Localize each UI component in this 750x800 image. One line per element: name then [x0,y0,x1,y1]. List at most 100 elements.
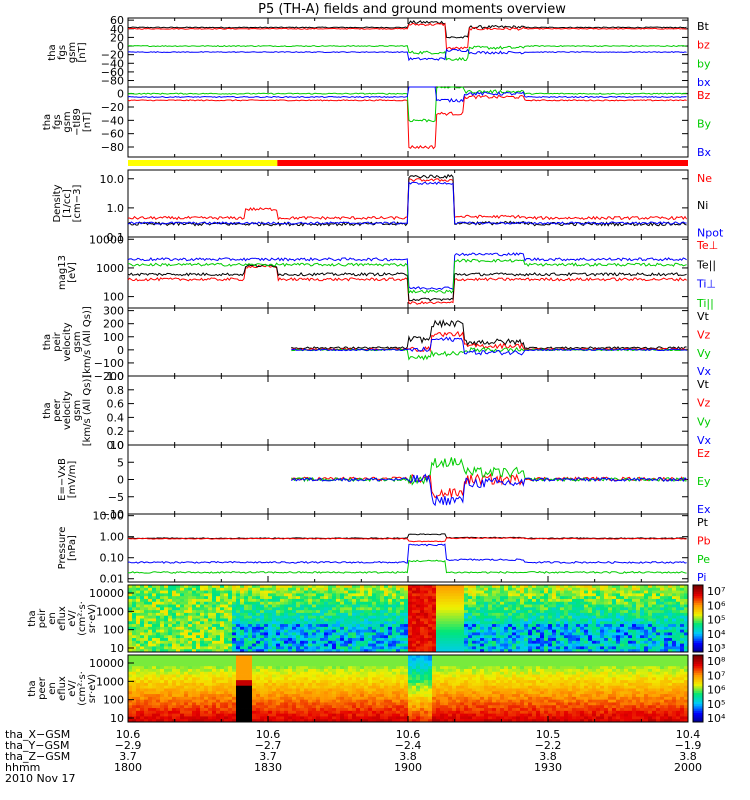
spectrogram-cell [232,682,237,687]
spectrogram-cell [400,615,405,619]
spectrogram-cell [420,596,425,600]
spectrogram-cell [148,682,153,687]
spectrogram-cell [156,660,161,664]
spectrogram-cell [288,677,293,681]
spectrogram-cell [316,685,321,689]
spectrogram-cell [448,640,453,645]
spectrogram-cell [252,585,257,589]
spectrogram-cell [216,615,221,619]
spectrogram-cell [172,587,177,591]
spectrogram-cell [380,646,385,650]
spectrogram-cell [676,615,681,619]
spectrogram-cell [336,632,341,636]
spectrogram-cell [304,643,309,647]
spectrogram-cell [500,612,505,617]
spectrogram-cell [196,629,201,633]
spectrogram-cell [432,607,437,611]
spectrogram-cell [156,638,161,642]
spectrogram-cell [324,610,329,614]
spectrogram-cell [156,663,161,667]
spectrogram-cell [224,596,229,600]
spectrogram-cell [524,596,529,600]
spectrogram-cell [476,587,481,591]
spectrogram-cell [604,615,609,619]
spectrogram-cell [424,624,429,628]
spectrogram-cell [420,604,425,608]
spectrogram-cell [204,604,209,608]
spectrogram-cell [340,649,345,653]
y-tick-label: −5 [108,491,124,504]
spectrogram-cell [476,585,481,589]
spectrogram-cell [608,596,613,600]
spectrogram-cell [580,587,585,591]
spectrogram-cell [504,615,509,619]
colorbar-cell [693,647,703,651]
spectrogram-cell [512,618,517,622]
spectrogram-cell [228,671,233,675]
spectrogram-cell [328,593,333,597]
spectrogram-cell [664,621,669,625]
spectrogram-cell [208,708,213,712]
spectrogram-cell [340,629,345,633]
spectrogram-cell [164,660,169,664]
spectrogram-cell [648,598,653,603]
spectrogram-cell [532,621,537,625]
spectrogram-cell [388,615,393,619]
spectrogram-cell [148,696,153,701]
spectrogram-cell [364,646,369,650]
spectrogram-cell [276,638,281,642]
spectrogram-cell [608,615,613,619]
spectrogram-cell [144,607,149,611]
spectrogram-cell [416,646,421,650]
spectrogram-cell [128,671,133,675]
spectrogram-cell [524,598,529,603]
spectrogram-cell [264,626,269,631]
spectrogram-cell [216,638,221,642]
spectrogram-cell [200,607,205,611]
spectrogram-cell [496,632,501,636]
spectrogram-cell [196,590,201,594]
spectrogram-cell [188,719,193,723]
spectrogram-cell [224,719,229,723]
spectrogram-cell [172,660,177,664]
spectrogram-cell [184,699,189,703]
spectrogram-cell [280,694,285,698]
spectrogram-cell [548,590,553,594]
spectrogram-cell [184,632,189,636]
spectrogram-cell [208,677,213,681]
spectrogram-cell [520,618,525,622]
spectrogram-cell [148,615,153,619]
spectrogram-cell [452,646,457,650]
spectrogram-cell [168,713,173,717]
spectrogram-cell [164,604,169,608]
spectrogram-cell [612,587,617,591]
spectrogram-cell [604,638,609,642]
spectrogram-cell [208,649,213,653]
spectrogram-cell [584,587,589,591]
spectrogram-cell [456,646,461,650]
spectrogram-cell [232,655,237,659]
spectrogram-cell [608,632,613,636]
spectrogram-cell [652,610,657,614]
spectrogram-cell [196,694,201,698]
spectrogram-cell [656,629,661,633]
spectrogram-cell [480,640,485,645]
spectrogram-cell [472,596,477,600]
spectrogram-cell [248,632,253,636]
spectrogram-cell [304,655,309,659]
spectrogram-cell [180,643,185,647]
spectrogram-cell [400,607,405,611]
spectrogram-cell [228,601,233,605]
spectrogram-cell [264,649,269,653]
spectrogram-cell [372,646,377,650]
spectrogram-cell [652,598,657,603]
spectrogram-cell [516,593,521,597]
spectrogram-cell [396,640,401,645]
spectrogram-cell [132,601,137,605]
spectrogram-cell [496,585,501,589]
spectrogram-cell [392,587,397,591]
spectrogram-cell [464,601,469,605]
spectrogram-cell [152,607,157,611]
spectrogram-cell [240,621,245,625]
spectrogram-cell [600,604,605,608]
